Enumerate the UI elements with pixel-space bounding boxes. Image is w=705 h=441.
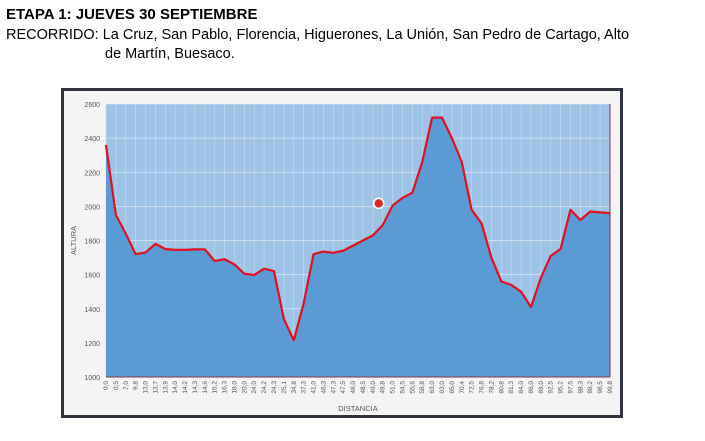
x-tick-label: 70,4 <box>459 381 466 394</box>
elevation-area <box>106 117 610 378</box>
stage-title: ETAPA 1: JUEVES 30 SEPTIEMBRE <box>6 6 258 23</box>
x-tick-label: 0,0 <box>103 381 110 390</box>
x-tick-label: 48,0 <box>350 381 357 394</box>
x-tick-label: 37,3 <box>301 381 308 394</box>
x-tick-label: 78,2 <box>488 381 495 394</box>
x-tick-label: 18,0 <box>231 381 238 394</box>
route-label: RECORRIDO: <box>6 27 99 43</box>
x-tick-label: 14,2 <box>182 381 189 394</box>
x-tick-label: 47,3 <box>330 381 337 394</box>
x-tick-label: 24,3 <box>271 381 278 394</box>
x-tick-label: 95,2 <box>558 381 565 394</box>
x-tick-label: 48,5 <box>360 381 367 394</box>
y-tick-label: 2000 <box>84 204 100 211</box>
x-tick-label: 63,0 <box>429 381 436 394</box>
x-tick-label: 55,6 <box>409 381 416 394</box>
x-tick-label: 14,0 <box>172 381 179 394</box>
x-tick-label: 63,0 <box>439 381 446 394</box>
y-tick-label: 2600 <box>84 102 100 109</box>
x-tick-label: 47,5 <box>340 381 347 394</box>
x-tick-label: 51,0 <box>390 381 397 394</box>
elevation-chart: 1000 1200 1400 1600 1800 2000 2200 2400 2600 0,0 0… <box>69 102 614 413</box>
x-tick-label: 13,9 <box>162 381 169 394</box>
x-tick-label: 92,5 <box>548 381 555 394</box>
route-line1: La Cruz, San Pablo, Florencia, Higuerone… <box>102 27 630 43</box>
location-marker-icon <box>372 197 385 210</box>
x-axis-label: DISTANCIA <box>338 404 377 413</box>
x-tick-label: 41,0 <box>311 381 318 394</box>
x-tick-label: 16,3 <box>222 381 229 394</box>
x-tick-label: 97,5 <box>567 381 574 394</box>
chart-frame: 1000 1200 1400 1600 1800 2000 2200 2400 2600 0,0 0… <box>61 88 623 418</box>
x-tick-label: 84,0 <box>518 381 525 394</box>
x-tick-label: 49,0 <box>370 381 377 394</box>
y-tick-label: 1800 <box>84 239 100 246</box>
x-tick-label: 9,8 <box>133 381 140 390</box>
x-tick-label: 98,5 <box>597 381 604 394</box>
x-tick-label: 13,0 <box>143 381 150 394</box>
x-tick-label: 98,3 <box>577 381 584 394</box>
x-tick-label: 65,0 <box>449 381 456 394</box>
x-tick-label: 98,2 <box>587 381 594 394</box>
x-tick-label: 15,2 <box>212 381 219 394</box>
y-tick-label: 2200 <box>84 170 100 177</box>
x-tick-label: 58,8 <box>419 381 426 394</box>
x-tick-label: 24,2 <box>261 381 268 394</box>
y-tick-label: 2400 <box>84 136 100 143</box>
x-tick-label: 24,0 <box>251 381 258 394</box>
y-tick-label: 1000 <box>84 375 100 382</box>
route-text: RECORRIDO: La Cruz, San Pablo, Florencia… <box>6 26 629 64</box>
x-tick-label: 0,5 <box>113 381 120 390</box>
route-line2: de Martín, Buesaco. <box>105 46 235 62</box>
x-tick-label: 99,8 <box>607 381 614 394</box>
x-tick-label: 49,8 <box>380 381 387 394</box>
y-tick-label: 1600 <box>84 273 100 280</box>
y-axis-label: ALTURA <box>69 226 78 255</box>
y-tick-label: 1400 <box>84 307 100 314</box>
x-tick-label: 20,0 <box>241 381 248 394</box>
x-tick-label: 76,8 <box>479 381 486 394</box>
x-tick-label: 14,6 <box>202 381 209 394</box>
elevation-line <box>104 116 611 342</box>
x-tick-label: 7,0 <box>123 381 130 390</box>
x-tick-label: 34,8 <box>291 381 298 394</box>
x-tick-label: 81,3 <box>508 381 515 394</box>
y-tick-label: 1200 <box>84 341 100 348</box>
x-tick-label: 89,0 <box>538 381 545 394</box>
x-tick-label: 46,3 <box>320 381 327 394</box>
x-tick-label: 13,7 <box>152 381 159 394</box>
x-tick-label: 14,3 <box>192 381 199 394</box>
x-tick-label: 86,0 <box>528 381 535 394</box>
x-tick-label: 54,5 <box>399 381 406 394</box>
x-tick-label: 80,8 <box>498 381 505 394</box>
x-tick-label: 72,5 <box>469 381 476 394</box>
x-tick-label: 25,1 <box>281 381 288 394</box>
